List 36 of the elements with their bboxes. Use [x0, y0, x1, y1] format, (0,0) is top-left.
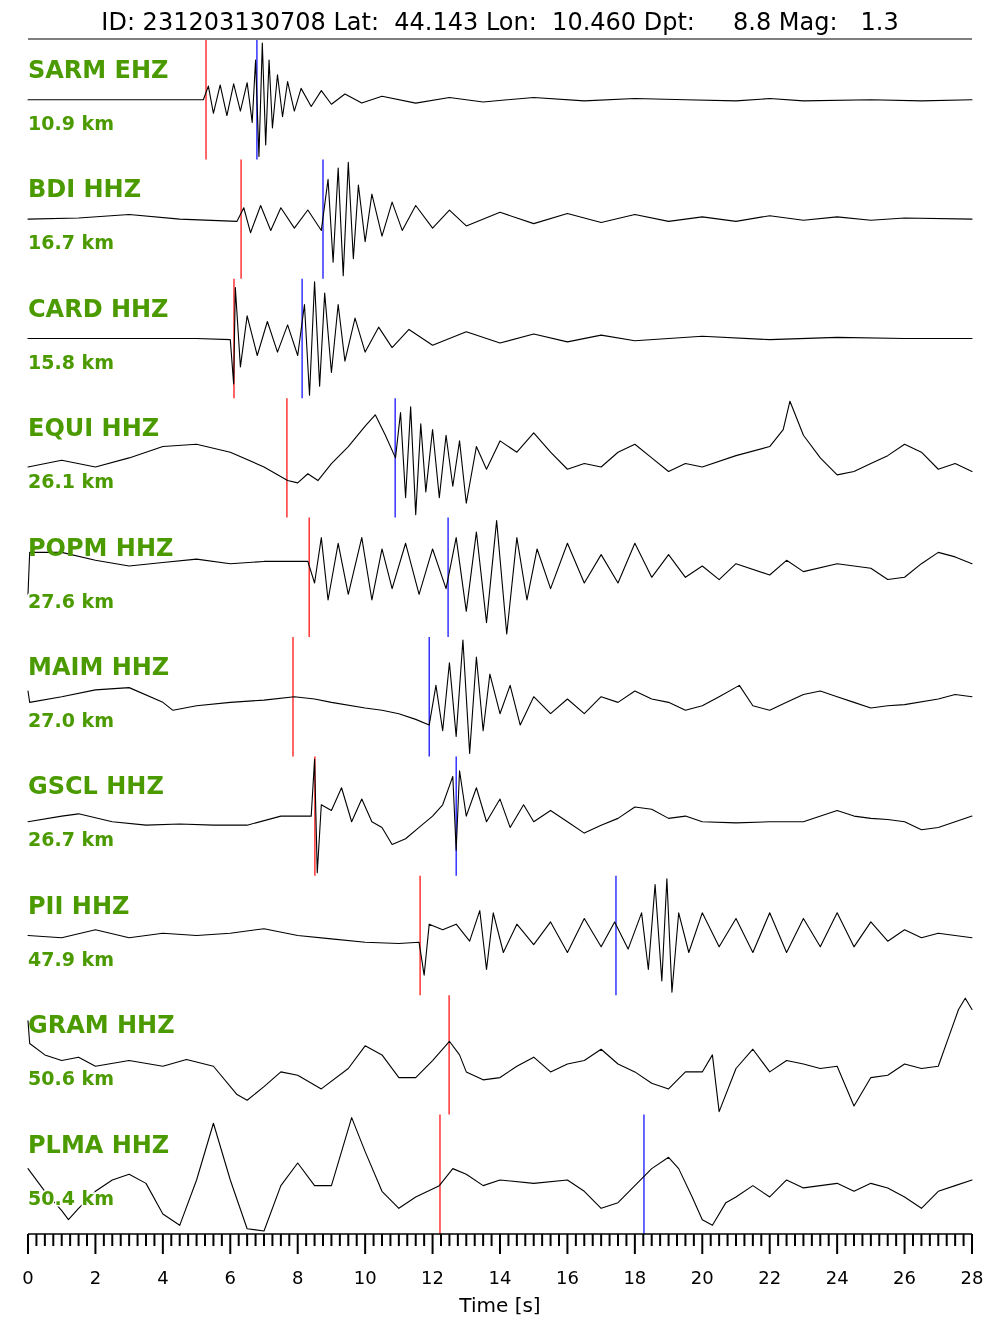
text: 50.6 km [28, 1067, 114, 1090]
x-tick-label: 8 [291, 1267, 304, 1288]
text: 47.9 km [28, 947, 114, 970]
x-tick-label: 24 [825, 1267, 849, 1288]
text: 26.7 km [28, 828, 114, 851]
text: 27.6 km [28, 589, 114, 612]
text: GRAM HHZ [28, 1011, 175, 1040]
x-tick-label: 10 [353, 1267, 377, 1288]
x-tick-label: 0 [22, 1267, 34, 1288]
text: EQUI HHZ [28, 414, 160, 443]
text: SARM EHZ [28, 56, 169, 84]
x-tick-label: 12 [421, 1267, 445, 1288]
x-tick-label: 28 [960, 1267, 984, 1288]
text: GSCL HHZ [28, 772, 164, 801]
text: PII HHZ [28, 891, 130, 920]
x-tick-label: 18 [623, 1267, 647, 1288]
text: 16.7 km [28, 231, 114, 254]
text: 10.9 km [28, 112, 114, 134]
text: POPM HHZ [28, 533, 174, 562]
text: CARD HHZ [28, 294, 169, 323]
x-tick-label: 22 [758, 1267, 782, 1288]
x-tick-label: 16 [555, 1267, 579, 1288]
x-tick-label: 20 [690, 1267, 714, 1288]
text: PLMA HHZ [28, 1130, 170, 1159]
x-tick-label: 26 [893, 1267, 917, 1288]
text: 15.8 km [28, 350, 114, 373]
text: 27.0 km [28, 709, 114, 731]
x-tick-label: 6 [224, 1267, 237, 1288]
text: BDI HHZ [28, 175, 142, 204]
x-tick-label: 14 [488, 1267, 512, 1288]
x-tick-label: 4 [157, 1267, 169, 1288]
text: 26.1 km [28, 470, 114, 493]
x-tick-label: 2 [89, 1267, 102, 1288]
text: ID: 231203130708 Lat: 44.143 Lon: 10.460 Dpt: 8.8 Mag: 1.3 [101, 8, 899, 36]
x-axis-title: Time [s] [458, 1293, 541, 1317]
text: MAIM HHZ [28, 653, 170, 681]
